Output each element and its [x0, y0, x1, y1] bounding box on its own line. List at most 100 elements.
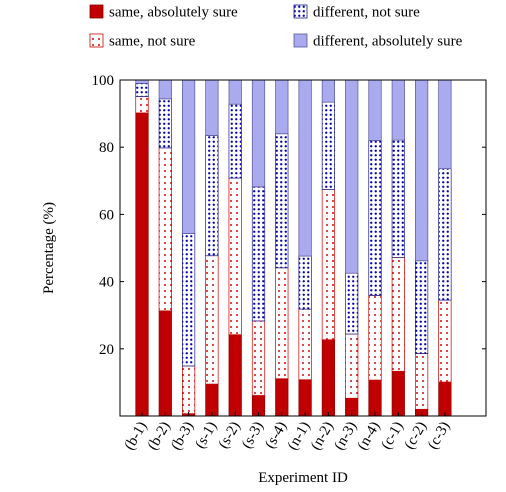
x-tick-label-s-1: (s-1) [192, 419, 220, 452]
y-axis: 20 40 60 80 100 [92, 73, 486, 358]
legend-entry-same-absolutely-sure: same, absolutely sure [89, 4, 238, 21]
y-tick-label-80: 80 [99, 140, 114, 156]
bar-segment-different-absolutely-sure-s-1 [205, 79, 219, 136]
legend-swatch-same-absolutely-sure [89, 4, 104, 19]
y-tick-label-100: 100 [92, 73, 115, 89]
bar-segment-same-not-sure-n-1 [298, 308, 312, 381]
y-tick-label-20: 20 [99, 342, 114, 358]
bar-segment-different-not-sure-b-3 [182, 233, 196, 367]
bar-stack-n-3 [345, 79, 359, 417]
bar-segment-different-absolutely-sure-c-2 [415, 79, 429, 262]
bar-segment-same-not-sure-n-2 [321, 189, 335, 341]
bar-segment-different-absolutely-sure-b-3 [182, 79, 196, 234]
y-axis-title: Percentage (%) [41, 202, 57, 294]
bar-stack-n-1 [298, 79, 312, 417]
bar-segment-same-not-sure-s-3 [251, 320, 266, 396]
bar-segment-different-absolutely-sure-n-4 [368, 79, 382, 141]
bar-segment-same-absolutely-sure-b-1 [135, 112, 149, 417]
bar-segment-different-absolutely-sure-n-1 [298, 79, 312, 257]
bar-segment-different-not-sure-n-4 [368, 140, 382, 296]
bar-segment-different-not-sure-n-1 [298, 255, 312, 310]
x-tick-label-n-2: (n-2) [308, 419, 337, 453]
bar-segment-same-absolutely-sure-s-1 [205, 383, 219, 417]
legend-swatch-different-absolutely-sure [293, 33, 308, 48]
legend-swatch-same-not-sure [89, 33, 104, 48]
bar-segment-different-not-sure-s-4 [275, 133, 289, 269]
x-tick-label-c-1: (c-1) [378, 419, 406, 452]
bar-segment-same-absolutely-sure-n-1 [298, 379, 312, 417]
x-tick-label-s-2: (s-2) [216, 419, 244, 452]
legend: same, absolutely sure different, not sur… [89, 4, 463, 50]
bar-segment-different-not-sure-n-3 [345, 272, 359, 335]
legend-entry-different-not-sure: different, not sure [293, 4, 420, 21]
x-axis-title: Experiment ID [258, 470, 348, 486]
bar-segment-different-absolutely-sure-c-3 [438, 79, 452, 170]
x-tick-label-n-1: (n-1) [285, 419, 314, 453]
bar-segment-different-absolutely-sure-s-3 [251, 79, 266, 188]
bar-stack-n-2 [321, 79, 335, 417]
bar-segment-same-absolutely-sure-n-2 [321, 339, 335, 417]
x-tick-label-c-2: (c-2) [402, 419, 430, 452]
bar-stack-s-1 [205, 79, 219, 417]
bar-stack-b-1 [135, 79, 149, 417]
bar-stack-c-2 [415, 79, 429, 417]
x-tick-label-n-4: (n-4) [355, 419, 384, 453]
y-tick-label-60: 60 [99, 207, 114, 223]
bar-segment-same-absolutely-sure-s-2 [228, 334, 242, 417]
bar-segment-same-absolutely-sure-c-1 [391, 370, 405, 417]
bars-layer [135, 79, 452, 417]
bar-segment-same-not-sure-n-4 [368, 295, 382, 381]
legend-entry-same-not-sure: same, not sure [89, 33, 196, 50]
bar-segment-different-not-sure-n-2 [321, 101, 335, 190]
bar-segment-different-not-sure-b-1 [135, 83, 149, 97]
bar-segment-different-absolutely-sure-n-3 [345, 79, 359, 274]
bar-segment-same-absolutely-sure-c-3 [438, 381, 452, 417]
bar-segment-different-not-sure-c-1 [391, 139, 405, 258]
x-tick-label-s-3: (s-3) [239, 419, 267, 452]
bar-segment-different-absolutely-sure-b-1 [135, 79, 149, 84]
x-tick-label-b-3: (b-3) [168, 419, 197, 453]
bar-segment-different-absolutely-sure-c-1 [391, 79, 405, 141]
x-tick-label-b-2: (b-2) [145, 419, 174, 453]
bar-segment-same-not-sure-c-1 [391, 257, 405, 372]
bar-segment-different-absolutely-sure-n-2 [321, 79, 335, 103]
bar-segment-different-not-sure-s-1 [205, 135, 219, 257]
x-tick-label-n-3: (n-3) [331, 419, 360, 453]
bar-segment-different-not-sure-c-3 [438, 168, 452, 301]
bar-stack-b-3 [182, 79, 196, 417]
bar-segment-different-absolutely-sure-b-2 [158, 79, 172, 100]
bar-segment-same-not-sure-b-3 [182, 365, 196, 415]
bar-stack-b-2 [158, 79, 172, 417]
bar-segment-same-not-sure-s-1 [205, 255, 219, 385]
plot-frame [119, 79, 487, 417]
bar-stack-c-3 [438, 79, 452, 417]
legend-swatch-different-not-sure [293, 4, 308, 19]
bar-segment-same-absolutely-sure-n-4 [368, 379, 382, 417]
bar-segment-same-not-sure-s-2 [228, 177, 242, 336]
bar-stack-s-2 [228, 79, 242, 417]
legend-label-different-not-sure: different, not sure [313, 5, 420, 21]
bar-segment-same-absolutely-sure-b-2 [158, 310, 172, 417]
legend-label-same-not-sure: same, not sure [109, 34, 196, 50]
bar-segment-different-not-sure-s-2 [228, 103, 242, 179]
x-tick-label-b-1: (b-1) [122, 419, 151, 453]
bar-segment-different-not-sure-s-3 [251, 186, 266, 322]
bar-segment-same-absolutely-sure-s-4 [275, 378, 289, 417]
bar-stack-s-3 [251, 79, 266, 417]
legend-label-different-absolutely-sure: different, absolutely sure [313, 34, 463, 50]
bar-segment-same-not-sure-s-4 [275, 267, 289, 380]
bar-stack-s-4 [275, 79, 289, 417]
x-axis: (b-1)(b-2)(b-3)(s-1)(s-2)(s-3)(s-4)(n-1)… [122, 412, 453, 453]
y-tick-label-40: 40 [99, 275, 114, 291]
bar-segment-different-absolutely-sure-s-4 [275, 79, 289, 135]
bar-segment-same-not-sure-n-3 [345, 333, 359, 399]
legend-entry-different-absolutely-sure: different, absolutely sure [293, 33, 463, 50]
bar-segment-same-not-sure-b-1 [135, 96, 149, 114]
bar-segment-different-not-sure-b-2 [158, 98, 172, 149]
legend-label-same-absolutely-sure: same, absolutely sure [109, 5, 238, 21]
bar-segment-same-not-sure-b-2 [158, 147, 172, 312]
x-tick-label-c-3: (c-3) [425, 419, 453, 452]
bar-segment-different-not-sure-c-2 [415, 260, 429, 354]
bar-segment-same-not-sure-c-3 [438, 299, 452, 383]
